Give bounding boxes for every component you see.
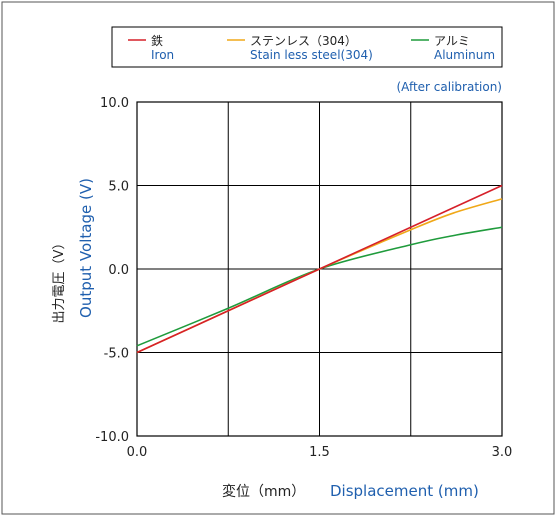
- y-axis-label-en-group: Output Voltage (V): [77, 178, 95, 318]
- legend-label-stainless-en: Stain less steel(304): [250, 48, 373, 62]
- x-tick-label: 3.0: [492, 445, 513, 460]
- y-tick-label: 10.0: [100, 96, 129, 111]
- x-axis-label-ja: 変位（mm）: [222, 483, 305, 500]
- x-tick-label: 1.5: [309, 445, 330, 460]
- legend-label-aluminum-ja: アルミ: [434, 34, 470, 48]
- legend-label-stainless-ja: ステンレス（304）: [250, 34, 357, 48]
- y-tick-label: 5.0: [108, 180, 129, 195]
- y-tick-label: -5.0: [104, 347, 129, 362]
- legend-label-aluminum-en: Aluminum: [434, 48, 495, 62]
- y-axis-label-ja-group: 出力電圧（V）: [52, 237, 67, 324]
- y-axis-label-ja: 出力電圧（V）: [52, 237, 67, 324]
- series-line-iron: [136, 184, 503, 354]
- x-tick-label: 0.0: [127, 445, 148, 460]
- figure-border: [1, 1, 555, 515]
- y-tick-label: 0.0: [108, 263, 129, 278]
- calibration-note: (After calibration): [396, 80, 502, 94]
- legend: 鉄 Iron ステンレス（304） Stain less steel(304) …: [111, 26, 503, 68]
- series-lines: [136, 184, 503, 354]
- legend-box: [111, 26, 503, 68]
- legend-label-iron-ja: 鉄: [151, 33, 163, 48]
- y-axis-label-en: Output Voltage (V): [77, 178, 95, 318]
- tick-labels: 10.05.00.0-5.0-10.00.0 1.5 3.0: [95, 96, 512, 460]
- y-tick-label: -10.0: [95, 430, 129, 445]
- series-line-aluminum: [136, 226, 503, 347]
- legend-label-iron-en: Iron: [151, 48, 174, 62]
- x-axis-label-en: Displacement (mm): [330, 482, 479, 500]
